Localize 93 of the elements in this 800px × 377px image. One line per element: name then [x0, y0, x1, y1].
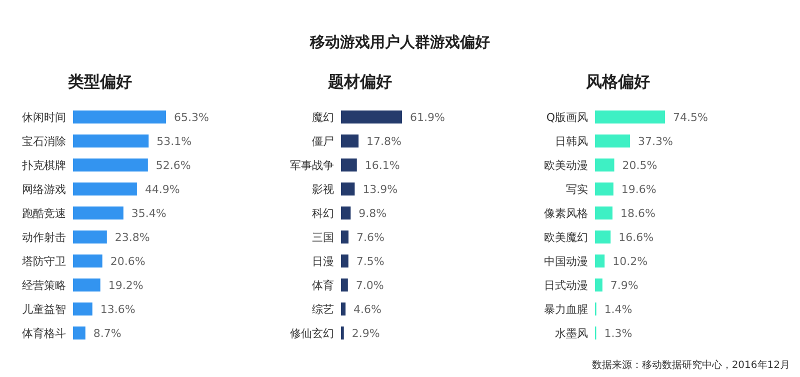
data-label: 13.6% — [100, 303, 136, 316]
y-tick-label: 体育格斗 — [22, 327, 66, 340]
data-label: 18.6% — [620, 207, 656, 220]
data-label: 74.5% — [673, 111, 708, 124]
y-tick-label: 跑酷竞速 — [22, 207, 66, 220]
bar — [595, 206, 612, 220]
bar — [595, 182, 614, 196]
data-label: 7.5% — [356, 255, 384, 268]
y-tick-label: 日韩风 — [555, 135, 588, 148]
data-label: 13.9% — [362, 183, 398, 196]
bar — [595, 110, 665, 124]
data-label: 20.5% — [622, 159, 658, 172]
data-label: 16.1% — [364, 159, 400, 172]
bar — [341, 110, 402, 124]
y-tick-label: 僵尸 — [312, 135, 334, 148]
data-label: 37.3% — [638, 135, 673, 148]
bar — [341, 278, 348, 292]
bar — [341, 302, 346, 316]
bar — [73, 110, 166, 124]
data-label: 4.6% — [354, 303, 382, 316]
data-label: 7.0% — [356, 279, 384, 292]
bar — [595, 278, 602, 292]
data-label: 1.3% — [604, 327, 632, 340]
data-label: 23.8% — [114, 231, 150, 244]
y-tick-label: 经营策略 — [22, 279, 66, 292]
y-tick-label: 中国动漫 — [544, 255, 588, 268]
data-label: 65.3% — [174, 111, 209, 124]
bar — [341, 158, 357, 172]
data-label: 16.6% — [618, 231, 654, 244]
bar — [73, 206, 124, 220]
y-tick-label: Q版画风 — [546, 111, 588, 124]
bar — [73, 302, 92, 316]
data-label: 53.1% — [156, 135, 192, 148]
bar — [341, 326, 344, 340]
data-label: 7.6% — [356, 231, 384, 244]
y-tick-label: 像素风格 — [544, 207, 588, 220]
data-label: 10.2% — [612, 255, 648, 268]
bar — [341, 254, 348, 268]
bar — [595, 134, 630, 148]
data-label: 61.9% — [410, 111, 445, 124]
y-tick-label: 儿童益智 — [22, 303, 66, 316]
y-tick-label: 水墨风 — [555, 327, 588, 340]
data-label: 2.9% — [352, 327, 380, 340]
text: 移动游戏用户人群游戏偏好 — [309, 33, 490, 51]
y-tick-label: 休闲时间 — [22, 111, 66, 124]
data-label: 44.9% — [144, 183, 180, 196]
y-tick-label: 欧美动漫 — [544, 159, 588, 172]
chart-title: 题材偏好 — [327, 72, 392, 91]
y-tick-label: 三国 — [312, 231, 334, 244]
data-label: 17.8% — [366, 135, 402, 148]
y-tick-label: 写实 — [566, 183, 588, 196]
data-label: 52.6% — [156, 159, 191, 172]
data-label: 19.2% — [108, 279, 144, 292]
source-note: 数据来源：移动数据研究中心，2016年12月 — [592, 359, 790, 371]
y-tick-label: 修仙玄幻 — [290, 327, 334, 340]
bar — [595, 158, 614, 172]
y-tick-label: 动作射击 — [22, 231, 66, 244]
data-label: 8.7% — [93, 327, 122, 340]
chart-title: 类型偏好 — [67, 72, 132, 91]
y-tick-label: 综艺 — [312, 303, 334, 316]
bar — [341, 182, 355, 196]
bar — [73, 182, 137, 196]
chart-title: 风格偏好 — [585, 72, 650, 91]
y-tick-label: 体育 — [312, 279, 334, 292]
y-tick-label: 欧美魔幻 — [544, 231, 588, 244]
bar — [73, 158, 148, 172]
bar — [595, 230, 611, 244]
y-tick-label: 宝石消除 — [22, 135, 66, 148]
bar — [73, 326, 86, 340]
bar — [341, 134, 359, 148]
y-tick-label: 塔防守卫 — [21, 255, 66, 268]
y-tick-label: 军事战争 — [290, 159, 334, 172]
bar — [73, 134, 149, 148]
y-tick-label: 魔幻 — [312, 111, 334, 124]
bar — [595, 254, 605, 268]
bar — [73, 278, 100, 292]
y-tick-label: 扑克棋牌 — [21, 159, 66, 172]
data-label: 1.4% — [604, 303, 632, 316]
y-tick-label: 暴力血腥 — [544, 303, 588, 316]
bar — [341, 206, 351, 220]
y-tick-label: 科幻 — [312, 207, 334, 220]
data-label: 9.8% — [358, 207, 387, 220]
data-label: 19.6% — [621, 183, 656, 196]
data-label: 35.4% — [131, 207, 166, 220]
bar — [341, 230, 348, 244]
y-tick-label: 日式动漫 — [544, 279, 588, 292]
data-label: 20.6% — [110, 255, 146, 268]
data-label: 7.9% — [610, 279, 638, 292]
y-tick-label: 网络游戏 — [22, 183, 66, 196]
bar — [73, 230, 107, 244]
y-tick-label: 日漫 — [312, 255, 334, 268]
bar — [73, 254, 102, 268]
y-tick-label: 影视 — [312, 183, 334, 196]
